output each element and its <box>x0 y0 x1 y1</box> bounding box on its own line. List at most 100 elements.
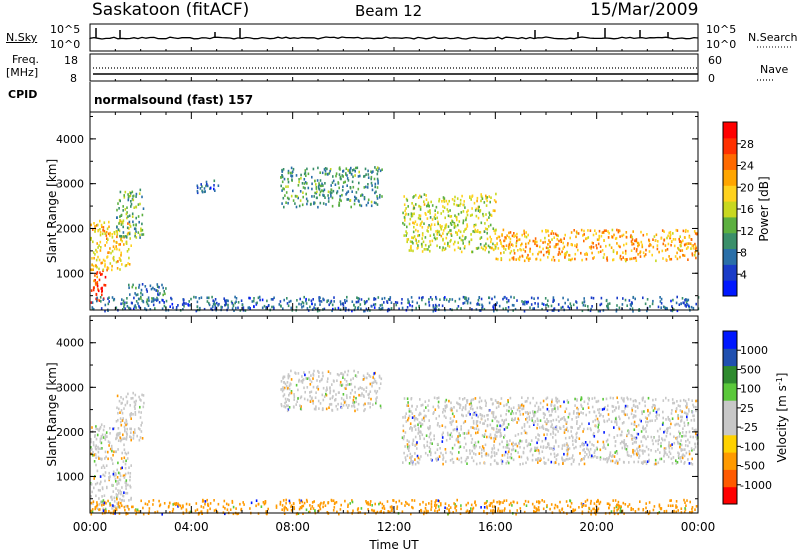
data-cell <box>564 436 567 440</box>
data-cell <box>366 376 368 380</box>
data-cell <box>406 199 409 202</box>
data-cell <box>669 258 671 261</box>
data-cell <box>417 240 420 243</box>
data-cell <box>125 241 128 244</box>
data-cell <box>608 243 611 247</box>
data-cell <box>495 200 497 204</box>
data-cell <box>345 167 348 170</box>
data-cell <box>196 300 199 304</box>
data-cell <box>116 468 118 472</box>
data-cell <box>406 454 409 457</box>
data-cell <box>128 214 131 218</box>
data-cell <box>90 512 93 516</box>
data-cell <box>183 302 186 305</box>
data-cell <box>288 384 291 387</box>
data-cell <box>444 400 447 404</box>
data-cell <box>349 396 351 399</box>
data-cell <box>96 281 99 284</box>
data-cell <box>662 410 664 414</box>
data-cell <box>497 235 500 239</box>
data-cell <box>563 245 566 249</box>
data-cell <box>414 424 417 428</box>
data-cell <box>547 246 549 250</box>
data-cell <box>117 439 120 442</box>
data-cell <box>99 271 101 274</box>
data-cell <box>668 446 671 450</box>
data-cell <box>255 504 257 508</box>
data-cell <box>315 187 318 190</box>
data-cell <box>440 212 442 215</box>
data-cell <box>546 445 549 449</box>
data-cell <box>414 462 417 466</box>
data-cell <box>307 172 310 176</box>
data-cell <box>603 443 605 447</box>
y-tick-label: 4000 <box>56 133 84 146</box>
data-cell <box>303 172 306 176</box>
data-cell <box>592 233 595 237</box>
data-cell <box>353 395 355 399</box>
data-cell <box>408 410 411 413</box>
data-cell <box>100 223 103 227</box>
nave-tick-top: 60 <box>708 54 722 67</box>
data-cell <box>468 240 471 244</box>
data-cell <box>527 233 529 237</box>
data-cell <box>605 440 608 443</box>
data-cell <box>196 508 199 511</box>
data-cell <box>120 409 123 412</box>
data-cell <box>435 499 437 503</box>
data-cell <box>135 192 138 196</box>
date-title: 15/Mar/2009 <box>590 0 699 20</box>
data-cell <box>95 293 98 296</box>
data-cell <box>462 302 464 305</box>
data-cell <box>657 240 659 243</box>
data-cell <box>582 457 585 460</box>
data-cell <box>315 183 317 186</box>
data-cell <box>152 303 155 307</box>
data-cell <box>535 509 538 513</box>
data-cell <box>635 441 637 444</box>
data-cell <box>625 448 628 451</box>
data-cell <box>336 373 339 376</box>
data-cell <box>462 203 464 207</box>
y-tick-label: 2000 <box>56 222 84 235</box>
data-cell <box>389 296 392 299</box>
data-cell <box>541 307 543 311</box>
data-cell <box>438 414 440 418</box>
data-cell <box>577 248 579 252</box>
data-cell <box>454 428 456 431</box>
data-cell <box>149 308 152 311</box>
data-cell <box>595 244 598 247</box>
data-cell <box>626 405 629 408</box>
data-cell <box>438 508 440 511</box>
data-cell <box>438 425 441 428</box>
nsky-tick-top-left: 10^5 <box>50 23 81 36</box>
data-cell <box>610 459 612 463</box>
data-cell <box>135 205 138 209</box>
data-cell <box>481 448 483 451</box>
data-cell <box>363 409 365 413</box>
data-cell <box>503 419 506 422</box>
data-cell <box>419 421 422 425</box>
data-cell <box>439 225 442 229</box>
data-cell <box>132 434 135 437</box>
data-cell <box>693 414 695 418</box>
data-cell <box>676 295 678 299</box>
data-cell <box>163 290 165 293</box>
data-cell <box>486 506 488 510</box>
data-cell <box>285 404 288 407</box>
data-cell <box>550 403 552 406</box>
data-cell <box>476 229 479 232</box>
data-cell <box>599 458 602 461</box>
data-cell <box>536 426 538 430</box>
data-cell <box>92 502 94 505</box>
data-cell <box>319 190 322 194</box>
data-cell <box>144 502 147 506</box>
data-cell <box>434 213 437 216</box>
data-cell <box>648 501 651 504</box>
data-cell <box>123 425 126 429</box>
data-cell <box>117 471 120 475</box>
data-cell <box>297 388 299 392</box>
data-cell <box>610 246 613 249</box>
data-cell <box>379 382 382 385</box>
data-cell <box>480 407 483 410</box>
